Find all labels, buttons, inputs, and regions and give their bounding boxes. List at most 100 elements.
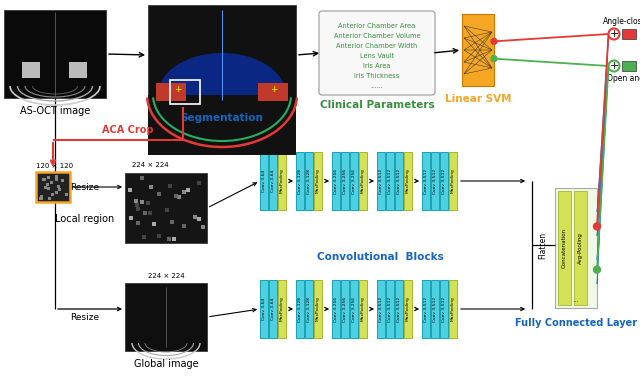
Bar [55,178,58,181]
Bar [4,10,106,98]
Text: ACA Crop: ACA Crop [102,125,154,135]
Bar [359,152,367,210]
Bar [47,187,49,189]
Text: Conv 3-256: Conv 3-256 [352,296,356,321]
Bar [51,193,54,196]
Text: Avg-Pooling: Avg-Pooling [577,232,582,264]
Bar [395,280,403,338]
Text: Conv 3-512: Conv 3-512 [433,169,437,194]
Bar [182,190,186,194]
Text: Convolutional  Blocks: Convolutional Blocks [317,252,444,262]
Bar [431,152,439,210]
Ellipse shape [158,53,286,137]
Bar [125,283,207,351]
Bar [449,152,457,210]
Bar [55,177,58,180]
Bar [386,280,394,338]
Text: Conv 3-256: Conv 3-256 [334,169,338,194]
Bar [172,237,175,241]
Bar [43,178,46,181]
Text: Global image: Global image [134,359,198,369]
Bar [40,197,43,200]
Text: 120 × 120: 120 × 120 [36,163,73,169]
Bar [148,211,152,215]
Text: Anterior Chamber Width: Anterior Chamber Width [337,43,418,49]
Bar [69,62,87,78]
Bar [182,224,186,228]
Circle shape [491,38,497,44]
Bar [449,280,457,338]
Text: Conv 3-512: Conv 3-512 [388,296,392,321]
Text: +: + [270,85,278,94]
Bar [332,280,340,338]
Text: MaxPooling: MaxPooling [451,169,455,193]
Bar [166,236,171,241]
Bar [175,194,179,198]
Text: MaxPooling: MaxPooling [361,296,365,321]
Text: Conv 3-512: Conv 3-512 [388,169,392,194]
Bar [58,188,61,191]
Text: Open angle: Open angle [607,74,640,83]
Bar [168,184,172,188]
Text: 224 × 224: 224 × 224 [132,162,168,168]
Text: Conv 3-256: Conv 3-256 [352,169,356,194]
Bar [462,14,494,86]
Bar [278,280,286,338]
Bar [197,217,202,221]
Bar [278,152,286,210]
Bar [128,188,132,192]
FancyBboxPatch shape [319,11,435,95]
Bar [332,152,340,210]
Circle shape [593,266,600,273]
Bar [136,207,140,211]
Text: Fully Connected Layer: Fully Connected Layer [515,318,637,328]
Bar [140,176,143,180]
Bar [146,201,150,205]
Bar [22,62,40,78]
Text: Clinical Parameters: Clinical Parameters [320,100,435,110]
Bar [44,186,47,189]
Bar [622,61,636,71]
Bar [38,197,42,200]
Text: Conv 3-128: Conv 3-128 [298,296,302,321]
Bar [42,178,45,181]
Text: Conv 3-512: Conv 3-512 [424,169,428,194]
Text: Anterior Chamber Area: Anterior Chamber Area [339,23,415,29]
Bar [404,280,412,338]
Bar [193,215,196,219]
Text: Conv 3-256: Conv 3-256 [343,296,347,321]
Bar [359,280,367,338]
Text: Iris Area: Iris Area [364,63,391,69]
Text: Flatten: Flatten [538,231,547,259]
Text: MaxPooling: MaxPooling [361,169,365,193]
Circle shape [491,56,497,62]
Bar [50,181,53,184]
Text: MaxPooling: MaxPooling [316,169,320,193]
Text: Segmentation: Segmentation [180,113,264,123]
Text: MaxPooling: MaxPooling [406,169,410,193]
Text: Anterior Chamber Volume: Anterior Chamber Volume [333,33,420,39]
Text: MaxPooling: MaxPooling [280,296,284,321]
Bar [258,83,288,101]
Text: MaxPooling: MaxPooling [451,296,455,321]
Bar [65,193,68,196]
Text: Lens Vault: Lens Vault [360,53,394,59]
Bar [136,221,140,225]
Bar [157,234,161,238]
Bar [49,197,51,200]
Text: Resize: Resize [70,182,100,191]
Bar [54,175,58,178]
Bar [377,280,385,338]
Bar [170,80,200,104]
Bar [260,280,268,338]
Text: Conv 3-512: Conv 3-512 [379,169,383,194]
Text: Linear SVM: Linear SVM [445,94,511,104]
Bar [350,280,358,338]
Bar [377,152,385,210]
Text: Conv 3-256: Conv 3-256 [334,296,338,321]
Bar [46,183,49,186]
Text: Resize: Resize [70,313,100,321]
Bar [574,191,587,305]
Text: Conv 3-512: Conv 3-512 [397,296,401,321]
Bar [149,185,153,189]
